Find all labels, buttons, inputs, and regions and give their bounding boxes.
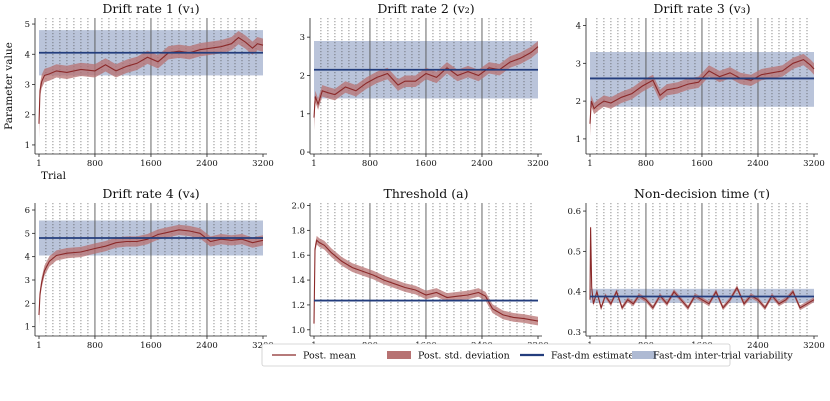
y-tick-label: 2 [25, 299, 30, 309]
y-tick-label: 0.5 [567, 247, 581, 257]
legend-frame [261, 343, 731, 367]
y-tick-label: 1 [300, 110, 305, 120]
panel-title: Drift rate 1 (v₁) [102, 1, 199, 16]
y-tick-label: 4 [576, 22, 581, 32]
y-tick-label: 2.0 [291, 201, 305, 211]
panel-title: Drift rate 3 (v₃) [653, 1, 750, 16]
panel-title: Drift rate 2 (v₂) [377, 1, 474, 16]
y-tick-label: 3 [25, 80, 30, 90]
panel-drift-rate-4: 1234561800160024003200Drift rate 4 (v₄) [25, 186, 274, 351]
x-tick-label: 3200 [527, 159, 549, 169]
y-tick-label: 2 [576, 97, 581, 107]
y-tick-label: 6 [25, 206, 30, 216]
block-lines [45, 203, 257, 336]
x-tick-label: 2400 [196, 159, 218, 169]
y-tick-label: 3 [576, 59, 581, 69]
panel-drift-rate-3: 1 2 3 4 1 800 1600 2400 3200 Drift rate 3 (v₃) [576, 1, 825, 169]
y-tick-label: 0 [300, 148, 305, 158]
x-tick-label: 800 [87, 159, 103, 169]
panel-title: Threshold (a) [384, 186, 469, 201]
mean-line [38, 229, 264, 316]
y-tick-label: 1.4 [291, 276, 305, 286]
y-tick-label: 1.6 [291, 251, 305, 261]
x-tick-label: 1 [36, 341, 41, 351]
legend-swatch-variability [632, 351, 656, 359]
legend-label-std: Post. std. deviation [418, 351, 510, 362]
x-tick-label: 2400 [471, 159, 493, 169]
block-lines [596, 203, 808, 336]
y-tick-label: 1.2 [291, 301, 305, 311]
y-tick-label: 0.4 [567, 288, 581, 298]
y-tick-label: 1 [25, 323, 30, 333]
mean-line [38, 36, 264, 124]
x-tick-label: 1600 [691, 159, 713, 169]
x-tick-label: 2400 [196, 341, 218, 351]
x-tick-label: 2400 [747, 341, 769, 351]
panel-threshold: 1.01.21.41.61.82.01800160024003200Thresh… [291, 186, 548, 351]
mean-line [589, 58, 815, 124]
y-tick-label: 3 [300, 33, 305, 43]
y-tick-label: 0.6 [567, 207, 581, 217]
x-tick-label: 3200 [803, 341, 825, 351]
y-tick-label: 0.3 [567, 328, 581, 338]
panel-non-decision-time: 0.30.40.50.61800160024003200Non-decision… [567, 186, 824, 351]
x-tick-label: 2400 [747, 159, 769, 169]
y-tick-label: 1 [25, 141, 30, 151]
legend-swatch-std [387, 351, 411, 359]
x-tick-label: 1600 [415, 159, 437, 169]
y-axis-label: Parameter value [3, 42, 15, 130]
std-band [314, 41, 538, 131]
y-tick-label: 4 [25, 50, 30, 60]
mean-line [313, 239, 539, 324]
y-tick-label: 2 [25, 111, 30, 121]
legend-label-mean: Post. mean [303, 351, 356, 362]
std-band [39, 224, 263, 327]
panels: 1 2 3 4 5 1 800 1600 2400 3200 Drift rate 1 (v₁) Pa… [3, 1, 825, 351]
panel-title: Non-decision time (τ) [634, 186, 770, 201]
x-tick-label: 1600 [140, 341, 162, 351]
x-tick-label: 800 [638, 159, 654, 169]
legend-label-variability: Fast-dm inter-trial variability [653, 351, 793, 362]
x-axis-label: Trial [41, 170, 67, 182]
std-band [590, 53, 814, 137]
y-tick-label: 1.8 [291, 226, 305, 236]
y-tick-label: 3 [25, 276, 30, 286]
x-tick-label: 3200 [252, 159, 274, 169]
x-tick-label: 1 [311, 159, 316, 169]
panel-title: Drift rate 4 (v₄) [102, 186, 199, 201]
legend-label-estimate: Fast-dm estimate [551, 351, 634, 362]
x-tick-label: 1 [587, 159, 592, 169]
y-tick-label: 4 [25, 253, 30, 263]
panel-drift-rate-1: 1 2 3 4 5 1 800 1600 2400 3200 Drift rate 1 (v₁) Pa… [3, 1, 274, 182]
y-tick-label: 1 [576, 135, 581, 145]
x-tick-label: 1 [36, 159, 41, 169]
x-tick-label: 3200 [803, 159, 825, 169]
x-tick-label: 1600 [140, 159, 162, 169]
y-tick-label: 5 [25, 20, 30, 30]
y-tick-label: 2 [300, 71, 305, 81]
x-tick-label: 800 [362, 159, 378, 169]
legend: Post. mean Post. std. deviation Fast-dm … [261, 343, 793, 367]
y-tick-label: 1.0 [291, 326, 305, 336]
y-tick-label: 5 [25, 229, 30, 239]
x-tick-label: 800 [87, 341, 103, 351]
